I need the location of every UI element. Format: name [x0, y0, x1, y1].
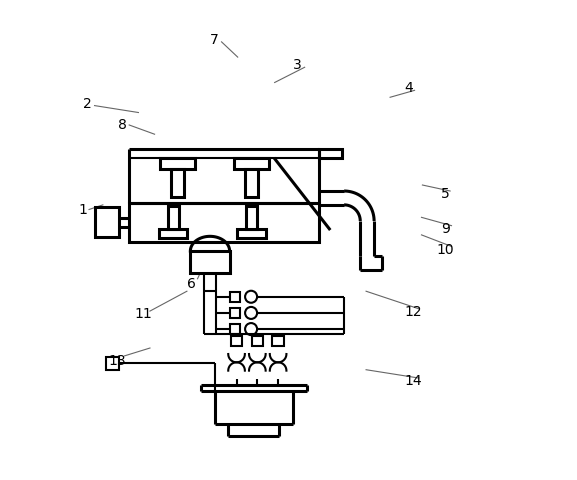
Bar — [190, 252, 230, 274]
Bar — [167, 206, 179, 229]
Bar — [234, 158, 269, 170]
Text: 2: 2 — [83, 97, 92, 111]
Text: 9: 9 — [441, 221, 450, 236]
Bar — [129, 203, 319, 242]
Bar — [237, 229, 266, 239]
Bar — [252, 336, 263, 346]
Text: 3: 3 — [293, 58, 302, 72]
Text: 4: 4 — [404, 81, 413, 95]
Text: 6: 6 — [187, 277, 196, 291]
Bar — [230, 292, 241, 302]
Bar — [230, 308, 241, 318]
Bar — [95, 208, 118, 238]
Bar — [231, 336, 242, 346]
Bar — [246, 206, 257, 229]
Text: 8: 8 — [118, 118, 127, 132]
Bar — [230, 324, 241, 335]
Bar — [319, 150, 342, 158]
Text: 10: 10 — [437, 242, 454, 256]
Text: 13: 13 — [109, 353, 126, 367]
Text: 1: 1 — [78, 203, 88, 217]
Text: 14: 14 — [404, 373, 422, 387]
Text: 11: 11 — [134, 307, 152, 321]
Bar — [160, 158, 195, 170]
Bar — [272, 336, 284, 346]
Text: 12: 12 — [404, 304, 422, 318]
Text: 7: 7 — [210, 33, 219, 47]
Bar — [171, 170, 184, 198]
Bar — [106, 357, 119, 370]
Text: 5: 5 — [441, 187, 450, 201]
Bar — [245, 170, 258, 198]
Bar — [159, 229, 188, 239]
